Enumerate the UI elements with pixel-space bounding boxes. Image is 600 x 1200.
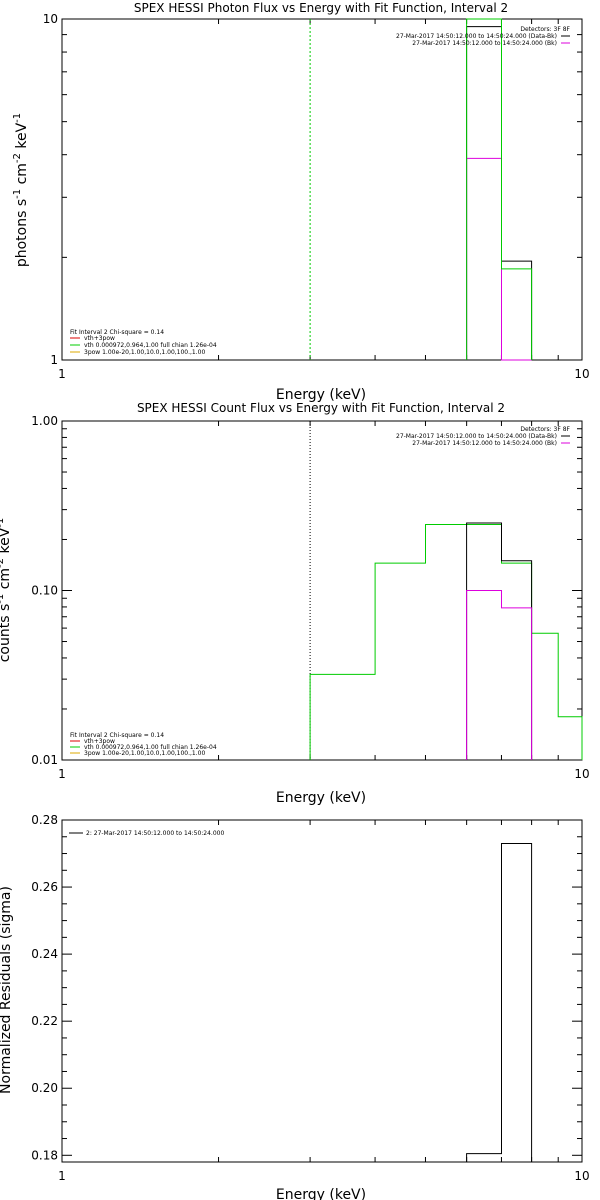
x-tick-label: 1 (58, 367, 66, 381)
y-tick-label: 1.00 (31, 414, 58, 428)
x-axis-label: Energy (keV) (276, 387, 366, 403)
series-line (466, 522, 533, 760)
y-label-main: photons s (14, 199, 30, 267)
y-label-sup2: -2 (12, 153, 23, 163)
x-axis-label: Energy (keV) (276, 1187, 366, 1200)
data-series (466, 18, 533, 361)
legend-entry: 2: 27-Mar-2017 14:50:12.000 to 14:50:24.… (86, 830, 224, 837)
tick-labels: 1 10 0.01 0.10 1.00 (31, 414, 589, 781)
data-series (466, 843, 533, 1162)
panel-title: SPEX HESSI Photon Flux vs Energy with Fi… (134, 1, 508, 15)
y-tick-label: 0.26 (31, 880, 58, 894)
legend-top: Detectors: 3F 8F 27-Mar-2017 14:50:12.00… (396, 26, 571, 47)
x-tick-label: 10 (574, 767, 589, 781)
axis-ticks (61, 18, 583, 361)
axis-ticks (61, 819, 583, 1162)
y-axis-label: Normalized Residuals (sigma) (0, 886, 14, 1094)
legend-entry: 3pow 1.00e-20,1.00,10.0,1.00,100.,1.00 (84, 750, 205, 757)
residuals-panel: 1 10 0.18 0.20 0.22 0.24 0.26 0.28 Energy (keV)… (0, 813, 590, 1200)
y-tick-label: 0.01 (31, 753, 58, 767)
legend-entry: 27-Mar-2017 14:50:12.000 to 14:50:24.000… (396, 433, 557, 440)
series-line (466, 590, 533, 760)
y-label-sup3: -1 (12, 113, 23, 123)
y-tick-label: 0.20 (31, 1081, 58, 1095)
legend-entry: vth+3pow (84, 738, 115, 745)
y-axis-label: photons s-1 cm-2 keV-1 (12, 113, 30, 267)
plot-frame (61, 420, 583, 761)
legend-bottom: Fit Interval 2 Chi-square = 0.14 vth+3po… (70, 329, 217, 356)
legend-entry: 3pow 1.00e-20,1.00,10.0,1.00,100.,1.00 (84, 349, 205, 356)
photon-flux-panel: SPEX HESSI Photon Flux vs Energy with Fi… (12, 1, 590, 403)
y-label-sup1: -1 (0, 594, 6, 604)
y-tick-label: 0.28 (31, 813, 58, 827)
x-tick-label: 10 (574, 1169, 589, 1183)
legend-header: Detectors: 3F 8F (520, 426, 570, 433)
y-label-sup1: -1 (12, 189, 23, 199)
legend-header: Fit Interval 2 Chi-square = 0.14 (70, 329, 164, 336)
x-tick-label: 1 (58, 1169, 66, 1183)
legend-entry: vth 0.000972,0.964,1.00 full chian 1.26e… (84, 342, 217, 349)
y-tick-label: 0.18 (31, 1148, 58, 1162)
x-tick-label: 10 (574, 367, 589, 381)
y-tick-label: 0.24 (31, 947, 58, 961)
y-tick-label: 0.10 (31, 584, 58, 598)
y-label-sup2: -2 (0, 558, 6, 568)
series-line (309, 524, 583, 760)
legend-entry: 27-Mar-2017 14:50:12.000 to 14:50:24.000… (396, 33, 557, 40)
series-line (466, 18, 533, 360)
legend-top: 2: 27-Mar-2017 14:50:12.000 to 14:50:24.… (69, 830, 224, 837)
y-label-unit: keV (0, 527, 13, 558)
y-tick-label: 1 (50, 353, 58, 367)
y-axis-label: counts s-1 cm-2 keV-1 (0, 518, 13, 663)
legend-entry: vth 0.000972,0.964,1.00 full chian 1.26e… (84, 744, 217, 751)
legend-entry: 27-Mar-2017 14:50:12.000 to 14:50:24.000… (412, 440, 557, 447)
legend-entry: 27-Mar-2017 14:50:12.000 to 14:50:24.000… (412, 40, 557, 47)
legend-header: Detectors: 3F 8F (520, 26, 570, 33)
y-tick-label: 0.22 (31, 1014, 58, 1028)
y-label-mid: cm (14, 163, 30, 189)
count-flux-panel: SPEX HESSI Count Flux vs Energy with Fit… (0, 401, 590, 806)
y-label-sup3: -1 (0, 518, 6, 528)
axis-ticks (61, 420, 583, 761)
legend-entry: vth+3pow (84, 335, 115, 342)
series-line (466, 26, 533, 360)
panel-title: SPEX HESSI Count Flux vs Energy with Fit… (137, 401, 505, 415)
series-line (466, 843, 533, 1162)
x-axis-label: Energy (keV) (276, 790, 366, 806)
legend-header: Fit Interval 2 Chi-square = 0.14 (70, 732, 164, 739)
plot-frame (61, 819, 583, 1163)
tick-labels: 1 10 0.18 0.20 0.22 0.24 0.26 0.28 (31, 813, 589, 1183)
y-label-mid: cm (0, 568, 13, 594)
x-tick-label: 1 (58, 767, 66, 781)
y-tick-label: 10 (43, 12, 58, 26)
data-series (309, 522, 583, 760)
y-label-main: counts s (0, 604, 13, 663)
tick-labels: 1 10 1 10 (43, 12, 590, 381)
plot-frame (61, 18, 583, 361)
y-label-unit: keV (14, 122, 30, 153)
legend-top: Detectors: 3F 8F 27-Mar-2017 14:50:12.00… (396, 426, 571, 447)
legend-bottom: Fit Interval 2 Chi-square = 0.14 vth+3po… (70, 732, 217, 757)
series-line (466, 157, 532, 361)
